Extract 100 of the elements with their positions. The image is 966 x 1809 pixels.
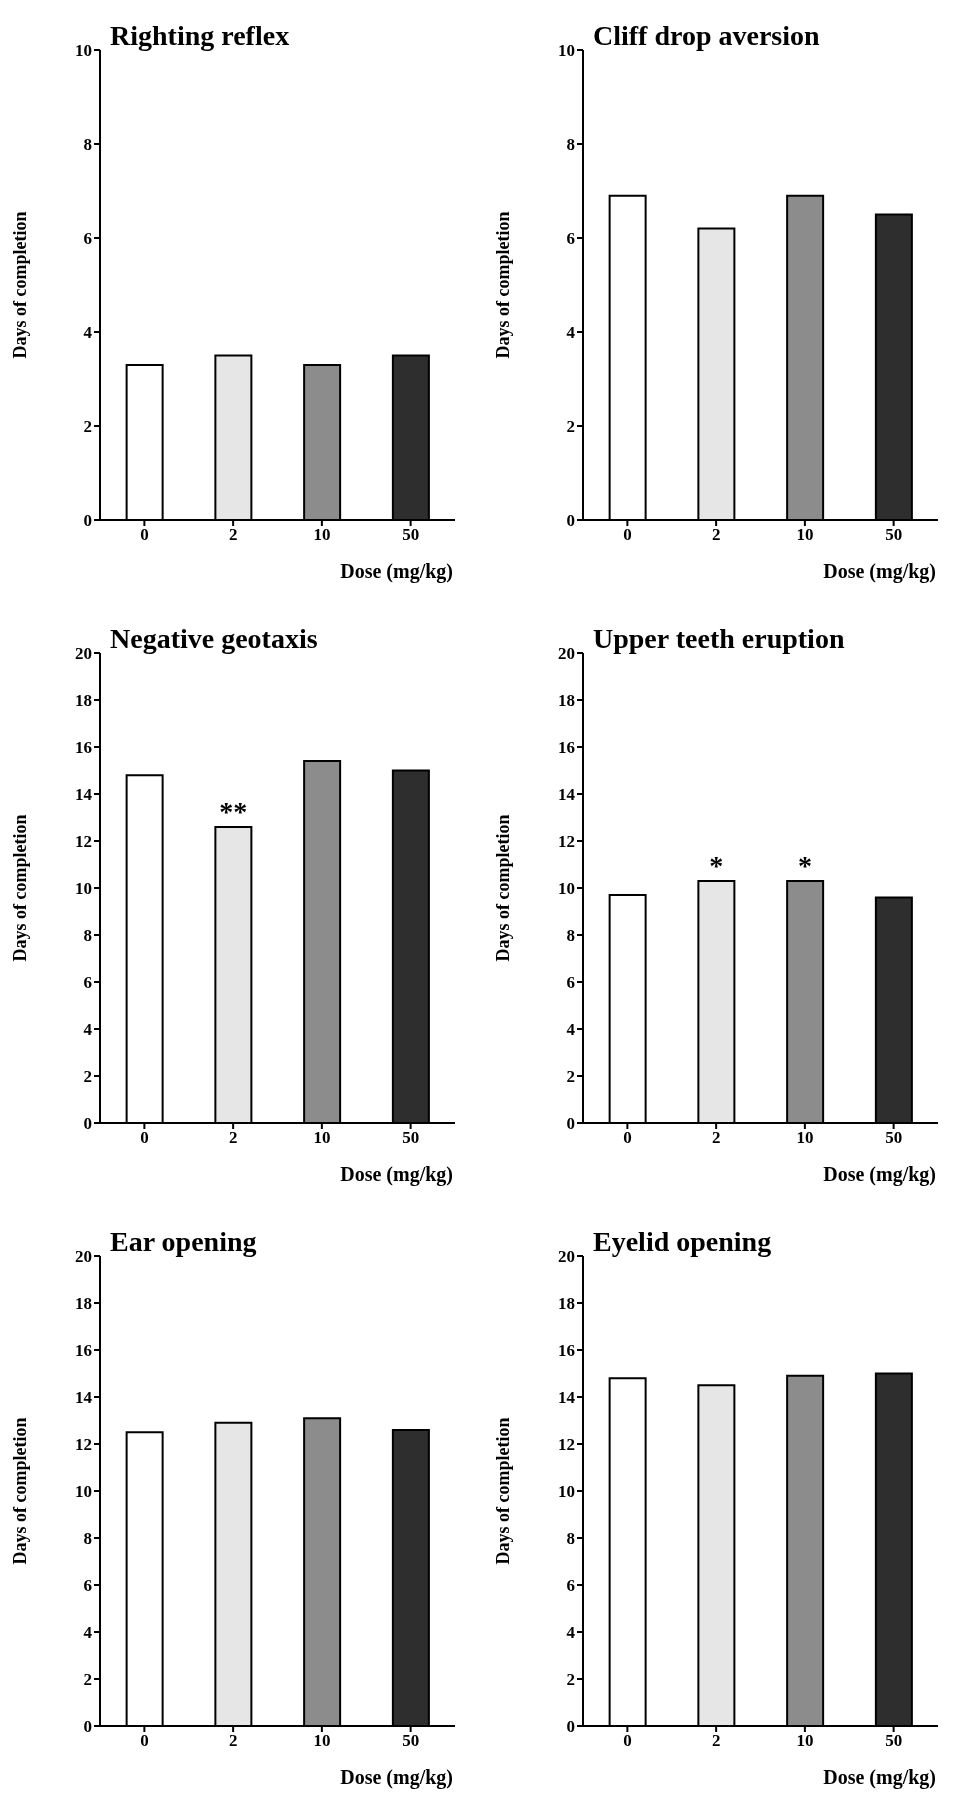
- x-axis-title: Dose (mg/kg): [340, 1766, 453, 1789]
- y-tick-label: 18: [75, 1294, 92, 1314]
- y-tick-label: 0: [83, 511, 92, 531]
- y-tick-label: 12: [558, 1435, 575, 1455]
- x-tick-label: 2: [711, 525, 721, 545]
- y-tick-label: 14: [75, 1388, 93, 1408]
- y-tick-label: 12: [75, 832, 92, 852]
- y-tick-label: 8: [566, 1529, 575, 1549]
- x-tick-label: 10: [796, 525, 814, 545]
- y-tick-label: 0: [83, 1114, 92, 1134]
- y-axis-title: Days of completion: [493, 1417, 514, 1565]
- y-tick-label: 16: [558, 1341, 575, 1361]
- y-tick-label: 2: [83, 417, 92, 437]
- y-tick-label: 20: [75, 1247, 92, 1267]
- annotation: *: [709, 849, 724, 881]
- y-tick-label: 16: [558, 738, 575, 758]
- x-tick-label: 50: [885, 525, 903, 545]
- y-tick-label: 4: [566, 1020, 576, 1040]
- annotation: **: [219, 795, 248, 827]
- y-tick-label: 8: [83, 926, 92, 946]
- y-tick-label: 4: [566, 1623, 576, 1643]
- x-tick-label: 0: [140, 525, 149, 545]
- y-tick-label: 14: [558, 785, 576, 805]
- x-tick-label: 2: [228, 1731, 238, 1751]
- chart-title: Negative geotaxis: [110, 623, 318, 655]
- y-axis-title: Days of completion: [10, 211, 31, 359]
- y-axis-title: Days of completion: [493, 814, 514, 962]
- y-tick-label: 2: [83, 1067, 92, 1087]
- y-axis-title: Days of completion: [493, 211, 514, 359]
- x-tick-label: 50: [885, 1731, 903, 1751]
- y-tick-label: 16: [75, 738, 92, 758]
- x-tick-label: 50: [402, 1128, 420, 1148]
- y-tick-label: 18: [75, 691, 92, 711]
- y-tick-label: 14: [558, 1388, 576, 1408]
- y-tick-label: 10: [558, 1482, 575, 1502]
- y-tick-label: 10: [558, 879, 575, 899]
- x-tick-label: 0: [140, 1128, 149, 1148]
- x-tick-label: 0: [623, 1128, 632, 1148]
- x-tick-label: 2: [711, 1731, 721, 1751]
- y-tick-label: 4: [566, 323, 576, 343]
- x-tick-label: 0: [140, 1731, 149, 1751]
- x-tick-label: 0: [623, 1731, 632, 1751]
- y-tick-label: 6: [83, 1576, 92, 1596]
- chart-title: Righting reflex: [110, 20, 290, 52]
- x-axis-title: Dose (mg/kg): [340, 1163, 453, 1186]
- y-tick-label: 2: [566, 1670, 575, 1690]
- y-tick-label: 18: [558, 691, 575, 711]
- y-tick-label: 6: [83, 229, 92, 249]
- y-tick-label: 18: [558, 1294, 575, 1314]
- x-axis-title: Dose (mg/kg): [823, 560, 936, 583]
- x-tick-label: 0: [623, 525, 632, 545]
- y-tick-label: 12: [558, 832, 575, 852]
- y-tick-label: 10: [75, 41, 92, 61]
- y-tick-label: 12: [75, 1435, 92, 1455]
- x-axis-title: Dose (mg/kg): [823, 1163, 936, 1186]
- y-tick-label: 10: [558, 41, 575, 61]
- x-tick-label: 2: [228, 525, 238, 545]
- y-tick-label: 6: [566, 229, 575, 249]
- y-tick-label: 6: [83, 973, 92, 993]
- y-tick-label: 16: [75, 1341, 92, 1361]
- y-tick-label: 0: [566, 511, 575, 531]
- y-tick-label: 20: [558, 644, 575, 664]
- x-tick-label: 2: [711, 1128, 721, 1148]
- y-tick-label: 2: [83, 1670, 92, 1690]
- y-tick-label: 14: [75, 785, 93, 805]
- chart-title: Cliff drop aversion: [593, 20, 820, 52]
- annotation: *: [797, 849, 812, 881]
- y-tick-label: 2: [566, 1067, 575, 1087]
- x-tick-label: 2: [228, 1128, 238, 1148]
- y-tick-label: 6: [566, 1576, 575, 1596]
- y-tick-label: 0: [83, 1717, 92, 1737]
- y-tick-label: 0: [566, 1114, 575, 1134]
- y-axis-title: Days of completion: [10, 814, 31, 962]
- chart-title: Ear opening: [110, 1226, 257, 1258]
- y-axis-title: Days of completion: [10, 1417, 31, 1565]
- x-tick-label: 10: [313, 1731, 331, 1751]
- y-tick-label: 20: [558, 1247, 575, 1267]
- y-tick-label: 0: [566, 1717, 575, 1737]
- y-tick-label: 4: [83, 1623, 93, 1643]
- y-tick-label: 10: [75, 879, 92, 899]
- chart-title: Eyelid opening: [593, 1226, 772, 1258]
- x-tick-label: 50: [402, 525, 420, 545]
- x-tick-label: 50: [885, 1128, 903, 1148]
- x-tick-label: 50: [402, 1731, 420, 1751]
- x-axis-title: Dose (mg/kg): [823, 1766, 936, 1789]
- y-tick-label: 20: [75, 644, 92, 664]
- y-tick-label: 6: [566, 973, 575, 993]
- x-tick-label: 10: [313, 1128, 331, 1148]
- y-tick-label: 8: [83, 1529, 92, 1549]
- y-tick-label: 8: [83, 135, 92, 155]
- y-tick-label: 8: [566, 135, 575, 155]
- x-tick-label: 10: [796, 1731, 814, 1751]
- x-tick-label: 10: [313, 525, 331, 545]
- y-tick-label: 8: [566, 926, 575, 946]
- x-axis-title: Dose (mg/kg): [340, 560, 453, 583]
- y-tick-label: 10: [75, 1482, 92, 1502]
- chart-title: Upper teeth eruption: [593, 623, 845, 655]
- y-tick-label: 4: [83, 323, 93, 343]
- y-tick-label: 4: [83, 1020, 93, 1040]
- y-tick-label: 2: [566, 417, 575, 437]
